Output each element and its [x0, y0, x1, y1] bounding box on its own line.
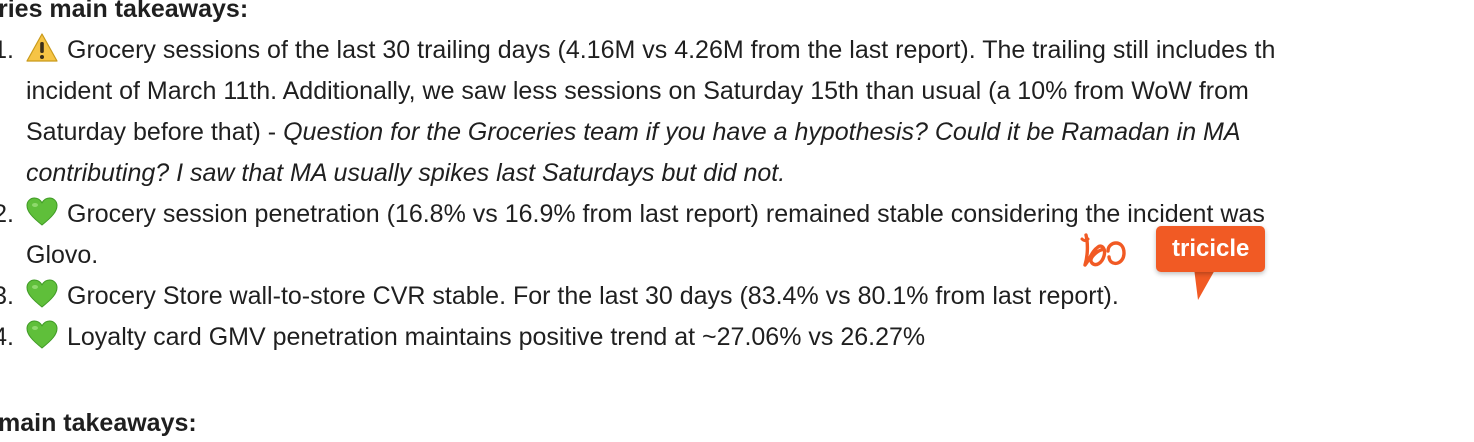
item-question-text: contributing? I saw that MA usually spik… — [26, 159, 786, 187]
list-number: 3. — [0, 282, 14, 310]
list-number: 2. — [0, 200, 14, 228]
list-item: 2. Grocery session penetration (16.8% vs… — [0, 194, 1474, 276]
section-heading: ries main takeaways: — [0, 0, 249, 23]
green-heart-emoji-icon — [26, 279, 58, 308]
tricicle-logo-icon[interactable] — [1078, 229, 1130, 273]
tricicle-tag-button[interactable]: tricicle — [1156, 226, 1266, 272]
list-number: 1. — [0, 36, 14, 64]
list-item: 1. Grocery sessions of the last 30 trail… — [0, 30, 1474, 194]
tricicle-pointer-icon — [1194, 268, 1216, 300]
item-text: Saturday before that) - — [26, 118, 284, 146]
item-question-text: Question for the Groceries team if you h… — [283, 118, 1241, 146]
list-item: 4. Loyalty card GMV penetration maintain… — [0, 317, 1474, 358]
item-text: Grocery session penetration (16.8% vs 16… — [67, 200, 1265, 228]
item-text: Grocery Store wall-to-store CVR stable. … — [67, 282, 1119, 310]
item-text: incident of March 11th. Additionally, we… — [26, 77, 1249, 105]
green-heart-emoji-icon — [26, 320, 58, 349]
warning-emoji-icon — [26, 33, 58, 62]
green-heart-emoji-icon — [26, 197, 58, 226]
list-number: 4. — [0, 323, 14, 351]
item-text: Grocery sessions of the last 30 trailing… — [67, 36, 1276, 64]
list-item: 3. Grocery Store wall-to-store CVR stabl… — [0, 276, 1474, 317]
item-text: Loyalty card GMV penetration maintains p… — [67, 323, 926, 351]
item-text: Glovo. — [26, 241, 99, 269]
takeaways-list: 1. Grocery sessions of the last 30 trail… — [0, 30, 1474, 358]
section-heading: main takeaways: — [0, 409, 197, 437]
